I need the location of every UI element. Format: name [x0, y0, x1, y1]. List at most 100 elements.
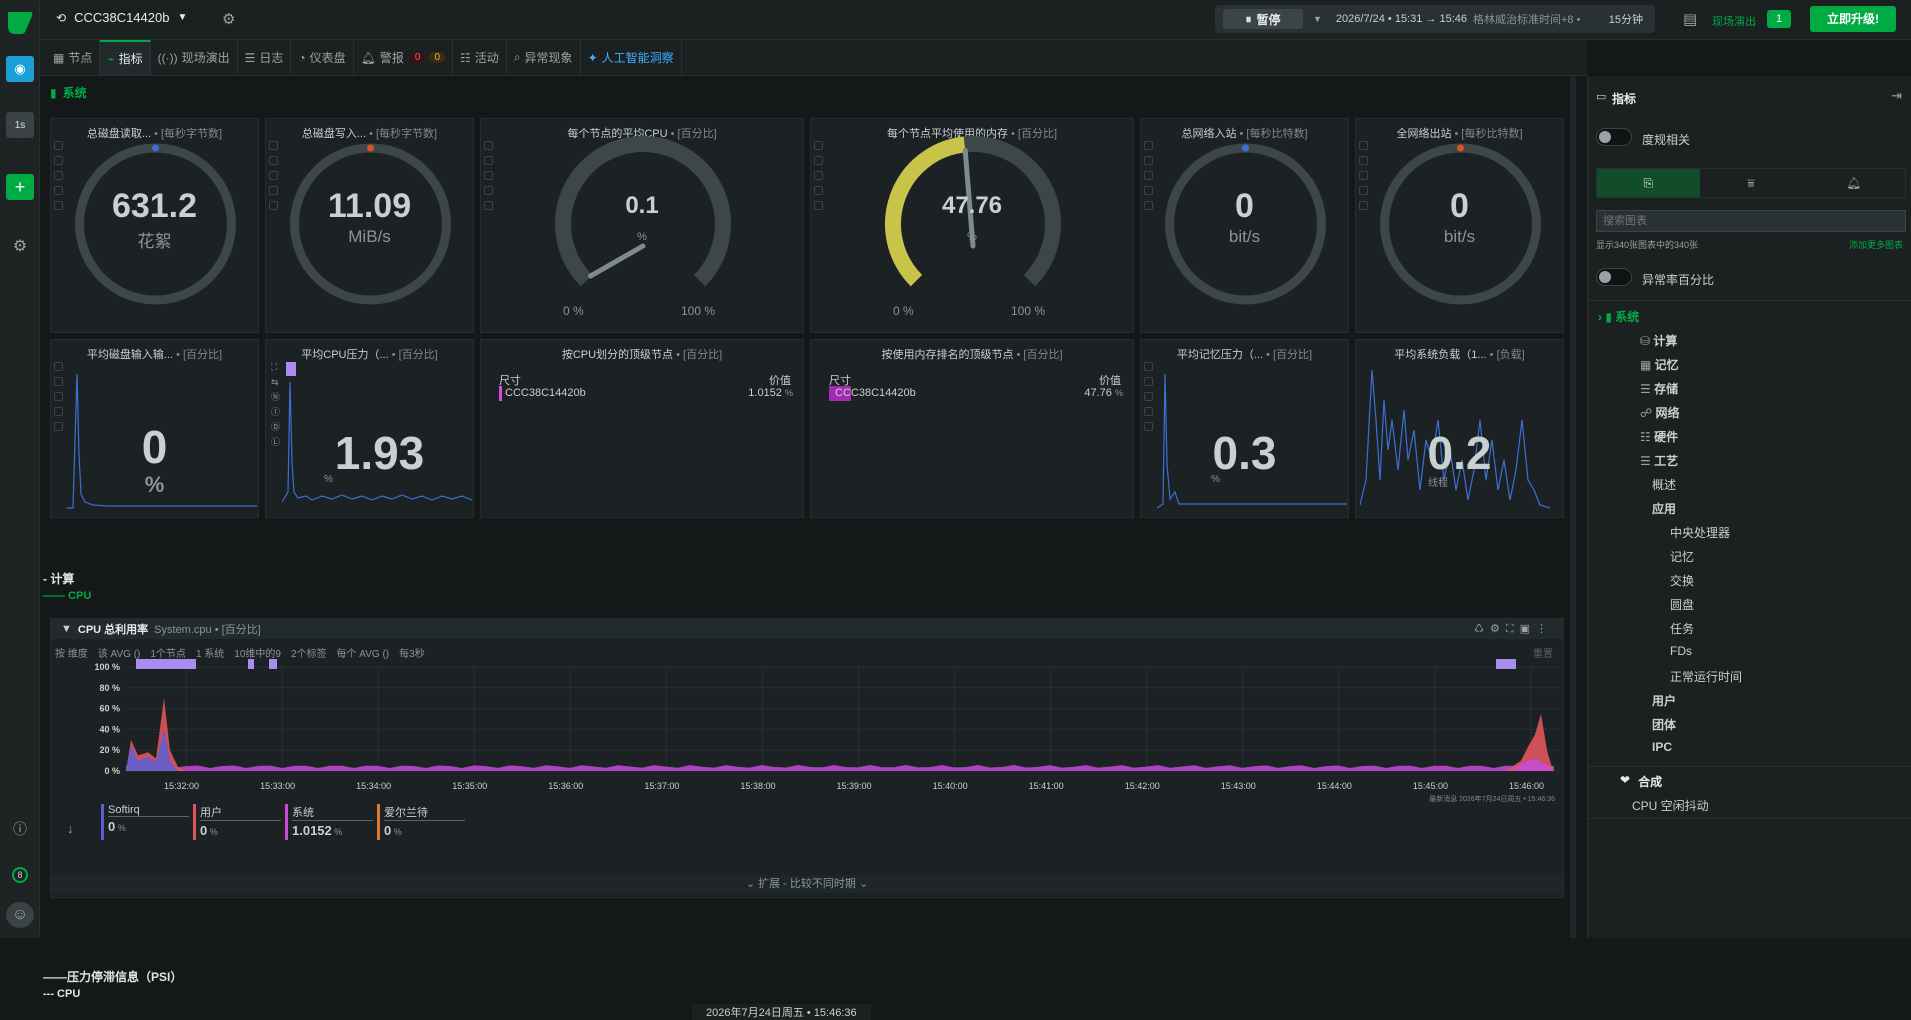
tab-alerts-sidebar[interactable]: 🔔︎: [1846, 176, 1862, 190]
tree-item[interactable]: ☍ 网络: [1640, 406, 1680, 420]
tree-item[interactable]: 记忆: [1670, 550, 1695, 564]
panel-toolbar[interactable]: [269, 141, 279, 216]
reset-control[interactable]: 重置: [1533, 649, 1553, 660]
gauge-panel[interactable]: 总网络入站 • [每秒比特数] 0 bit/s: [1140, 118, 1349, 333]
chart-control[interactable]: 该 AVG (): [97, 649, 141, 660]
panel-toolbar[interactable]: [1144, 362, 1154, 437]
tab-metrics[interactable]: ⌁ 指标: [100, 40, 151, 75]
composite-heading[interactable]: ❤︎ 合成: [1620, 773, 1663, 789]
panel-toolbar[interactable]: [1144, 141, 1154, 216]
chart-control[interactable]: 1个节点: [150, 649, 186, 660]
tab-ai-insights[interactable]: ✦ 人工智能洞察: [581, 40, 682, 75]
legend-item[interactable]: 用户 0 %: [193, 804, 281, 840]
chevron-down-icon[interactable]: ▼: [1313, 14, 1322, 24]
tree-item[interactable]: ☰ 工艺: [1640, 454, 1679, 468]
panel-system-load[interactable]: 平均系统负载（1... • [负载] 0.2 线程: [1355, 339, 1564, 518]
panel-memory-pressure[interactable]: 平均记忆压力（... • [百分比] 0.3 %: [1140, 339, 1349, 518]
table-row[interactable]: CCC38C14420b 47.76 %: [829, 386, 1123, 401]
cpu-utilization-chart[interactable]: ▼ CPU 总利用率 System.cpu • [百分比] ♺⚙⛶▣⋮ 按 维度…: [50, 618, 1564, 898]
add-room-icon[interactable]: +: [6, 174, 34, 200]
chart-control[interactable]: 1 系统: [195, 649, 225, 660]
gauge-panel[interactable]: 总磁盘写入... • [每秒字节数] 11.09 MiB/s: [265, 118, 474, 333]
tree-item[interactable]: ⛁ 计算: [1640, 334, 1678, 348]
chart-control[interactable]: 按 维度: [55, 649, 88, 660]
tree-item[interactable]: 圆盘: [1670, 598, 1695, 612]
tree-item[interactable]: ☷ 硬件: [1640, 430, 1679, 444]
panel-top-cpu-nodes[interactable]: 按CPU划分的顶级节点 • [百分比] 尺寸 价值 CCC38C14420b 1…: [480, 339, 804, 518]
pause-button[interactable]: ⏸ 暂停: [1223, 9, 1303, 29]
duration: 15分钟: [1608, 14, 1643, 26]
panel-toolbar[interactable]: [54, 362, 64, 437]
panel-toolbar[interactable]: [54, 141, 64, 216]
legend-toggle-icon[interactable]: ↓: [67, 821, 74, 836]
tab-bar: ▦ 节点 ⌁ 指标 ((·)) 现场演出 ☰ 日志 ◔ 仪表盘 🔔︎ 警报 0 0 ☷ 活动 …: [40, 40, 1587, 76]
chart-control[interactable]: 10维中的9: [234, 649, 281, 660]
tree-item[interactable]: 团体: [1652, 718, 1677, 732]
correlation-toggle[interactable]: [1596, 128, 1632, 146]
chart-control[interactable]: 2个标签: [290, 649, 327, 660]
room-interval[interactable]: 1s: [6, 112, 34, 138]
tree-item[interactable]: IPC: [1652, 740, 1673, 754]
time-range[interactable]: 2026/7/24 • 15:31 → 15:46: [1335, 13, 1467, 25]
live-label[interactable]: 现场演出: [1712, 16, 1756, 28]
tab-filter[interactable]: ⩸: [1747, 175, 1755, 190]
tree-item[interactable]: FDs: [1670, 644, 1692, 658]
tree-item[interactable]: 中央处理器: [1670, 526, 1731, 540]
tree-item[interactable]: ☰ 存储: [1640, 382, 1679, 396]
chart-actions[interactable]: ♺⚙⛶▣⋮: [1474, 623, 1553, 635]
chart-control[interactable]: 每3秒: [399, 649, 425, 660]
avatar[interactable]: ☺: [6, 902, 34, 928]
tree-item[interactable]: ▦ 记忆: [1640, 358, 1679, 372]
tree-item[interactable]: 任务: [1670, 622, 1695, 636]
panel-disk-io[interactable]: 平均磁盘输入输... • [百分比] 0 %: [50, 339, 259, 518]
tab-dashboards[interactable]: ◔ 仪表盘: [291, 40, 354, 75]
tab-alerts[interactable]: 🔔︎ 警报 0 0: [354, 40, 454, 75]
tree-item[interactable]: › ▮ 系统: [1598, 310, 1640, 324]
tab-nodes[interactable]: ▦ 节点: [46, 40, 101, 75]
help-icon[interactable]: ⓘ: [13, 821, 27, 837]
panel-toolbar[interactable]: [814, 141, 824, 216]
expand-compare[interactable]: ⌄ 扩展 - 比较不同时期 ⌄: [51, 875, 1563, 893]
heart-icon: ❤︎: [1620, 773, 1631, 787]
legend-item[interactable]: Softirq 0 %: [101, 804, 189, 840]
tab-logs[interactable]: ☰ 日志: [238, 40, 292, 75]
chart-control[interactable]: 每个 AVG (): [336, 649, 390, 660]
tree-item[interactable]: 正常运行时间: [1670, 670, 1743, 684]
legend-item[interactable]: 爱尔兰待 0 %: [377, 804, 465, 840]
notifications-badge[interactable]: 8: [6, 862, 34, 888]
add-more-charts-link[interactable]: 添加更多图表: [1848, 240, 1903, 250]
tree-item[interactable]: 用户: [1652, 694, 1677, 708]
node-selector[interactable]: ⟲ CCC38C14420b ▼: [56, 10, 188, 25]
scrollbar[interactable]: [1570, 76, 1576, 938]
upgrade-button[interactable]: 立即升级!: [1810, 6, 1896, 32]
collapse-icon[interactable]: ▼: [61, 623, 72, 635]
layout-icon[interactable]: ▤: [1683, 11, 1698, 28]
settings-icon[interactable]: ⚙: [12, 238, 28, 255]
anomaly-toggle[interactable]: [1596, 268, 1632, 286]
gauge-panel[interactable]: 总磁盘读取... • [每秒字节数] 631.2 花絮: [50, 118, 259, 333]
tree-item[interactable]: 应用: [1652, 502, 1677, 516]
gauge-panel[interactable]: 全网络出站 • [每秒比特数] 0 bit/s: [1355, 118, 1564, 333]
tab-charts[interactable]: ⎘: [1597, 169, 1700, 197]
composite-item[interactable]: CPU 空闲抖动: [1632, 799, 1709, 813]
panel-toolbar[interactable]: ⛶ ⇆ Ⓝ Ⓘ Ⓓ Ⓛ: [271, 362, 281, 447]
space-icon[interactable]: ◉: [6, 56, 34, 82]
tab-anomalies[interactable]: ⌕ 异常现象: [507, 40, 581, 75]
panel-toolbar[interactable]: [484, 141, 494, 216]
gauge-panel[interactable]: 每个节点的平均CPU • [百分比] 0.1% 0 % 100 %: [480, 118, 804, 333]
panel-top-memory-nodes[interactable]: 按使用内存排名的顶级节点 • [百分比] 尺寸 价值 CCC38C14420b …: [810, 339, 1134, 518]
panel-cpu-pressure[interactable]: 平均CPU压力（... • [百分比] ⛶ ⇆ Ⓝ Ⓘ Ⓓ Ⓛ 1.93 %: [265, 339, 474, 518]
tab-events[interactable]: ☷ 活动: [453, 40, 507, 75]
collapse-sidebar-icon[interactable]: ⇥: [1891, 88, 1902, 103]
legend-item[interactable]: 系统 1.0152 %: [285, 804, 373, 840]
panel-toolbar[interactable]: [1359, 141, 1369, 216]
gauge-panel[interactable]: 每个节点平均使用的内存 • [百分比] 47.76% 0 % 100 %: [810, 118, 1134, 333]
tree-item[interactable]: 交换: [1670, 574, 1695, 588]
netdata-logo[interactable]: [5, 8, 35, 36]
x-tick-label: 15:40:00: [932, 781, 968, 791]
table-row[interactable]: CCC38C14420b 1.0152 %: [499, 386, 793, 401]
tree-item[interactable]: 概述: [1652, 478, 1677, 492]
tab-live[interactable]: ((·)) 现场演出: [151, 40, 238, 75]
node-settings-icon[interactable]: ⚙: [222, 11, 236, 28]
search-charts-input[interactable]: [1596, 210, 1906, 232]
